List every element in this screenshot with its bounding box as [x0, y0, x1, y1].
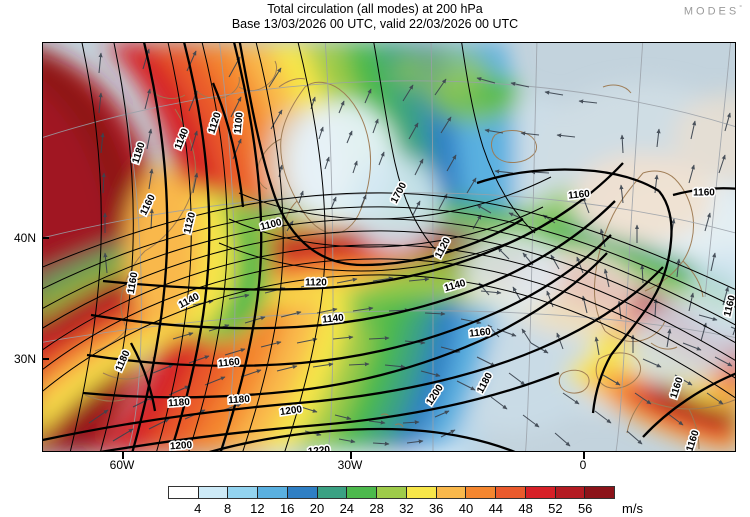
svg-text:1160: 1160 — [568, 188, 591, 201]
contour-label-14: 1160 — [693, 188, 715, 199]
contour-label-25: 1220 — [307, 444, 331, 452]
contour-label-5: 1120 — [182, 211, 198, 235]
colorbar-tick-labels: 4 8 12 16 20 24 28 32 36 40 44 48 52 56 — [0, 501, 750, 517]
svg-text:1160: 1160 — [469, 326, 492, 339]
svg-text:1160: 1160 — [126, 271, 141, 295]
colorbar-tick-44: 44 — [488, 501, 504, 516]
ytick-label-30n: 30N — [13, 352, 36, 366]
colorbar-tick-28: 28 — [369, 501, 384, 516]
ytick-label-40n: 40N — [13, 231, 36, 245]
colorbar-tick-4: 4 — [194, 501, 202, 516]
colorbar-tick-32: 32 — [399, 501, 414, 516]
brand-text: MODES — [683, 5, 740, 18]
contour-label-13: 1160 — [568, 188, 591, 201]
svg-text:1100: 1100 — [233, 111, 246, 134]
xtick-mark-30w — [350, 452, 352, 459]
colorbar-band-2 — [228, 487, 259, 498]
colorbar-tick-56: 56 — [577, 501, 593, 516]
svg-text:1140: 1140 — [322, 312, 345, 325]
ytick-mark-40n — [42, 237, 49, 239]
colorbar-tick-52: 52 — [548, 501, 563, 516]
colorbar-band-8 — [406, 487, 437, 498]
xtick-mark-60w — [122, 452, 124, 459]
contour-label-24: 1200 — [170, 440, 193, 452]
colorbar-band-5 — [317, 487, 348, 498]
xtick-label-30w: 30W — [337, 458, 363, 472]
contour-label-19: 1180 — [168, 397, 191, 410]
chart-subtitle: Base 13/03/2026 00 UTC, valid 22/03/2026… — [231, 17, 519, 31]
xtick-label-60w: 60W — [109, 458, 135, 472]
colorbar-band-13 — [555, 487, 586, 498]
colorbar-band-14 — [585, 487, 615, 498]
colorbar-tick-20: 20 — [309, 501, 325, 516]
contour-label-17: 1160 — [469, 326, 492, 339]
height-contours — [43, 43, 735, 451]
colorbar-tick-24: 24 — [339, 501, 355, 516]
colorbar-band-4 — [287, 487, 318, 498]
contour-label-20: 1180 — [228, 394, 251, 407]
colorbar-tick-16: 16 — [279, 501, 295, 516]
contour-label-16: 1140 — [322, 312, 345, 325]
colorbar-tick-36: 36 — [428, 501, 444, 516]
colorbar-band-1 — [198, 487, 229, 498]
colorbar-tick-8: 8 — [223, 501, 232, 516]
colorbar-band-9 — [436, 487, 467, 498]
contour-label-18: 1160 — [218, 356, 241, 369]
contour-label-8: 1160 — [126, 271, 141, 295]
colorbar-tick-48: 48 — [518, 501, 533, 516]
colorbar-band-0 — [169, 487, 199, 498]
colorbar-band-11 — [496, 487, 526, 498]
colorbar-tick-12: 12 — [250, 501, 265, 516]
xtick-mark-0 — [583, 452, 585, 459]
svg-text:1160: 1160 — [218, 356, 241, 369]
colorbar-band-3 — [258, 487, 288, 498]
contour-label-6: 1100 — [259, 217, 283, 233]
svg-text:1180: 1180 — [228, 394, 251, 407]
labelled-contours — [43, 43, 735, 451]
svg-text:1180: 1180 — [168, 397, 191, 410]
chart-title-block: Total circulation (all modes) at 200 hPa… — [0, 2, 750, 32]
colorbar[interactable] — [168, 486, 615, 499]
brand-mark: ° — [739, 5, 742, 12]
contour-label-3: 1100 — [233, 111, 246, 134]
contour-label-28: 1160 — [722, 294, 736, 318]
svg-text:1220: 1220 — [307, 444, 331, 452]
colorbar-band-10 — [466, 487, 497, 498]
contour-label-10: 1120 — [305, 278, 327, 289]
svg-text:1200: 1200 — [170, 440, 193, 452]
contour-label-21: 1200 — [279, 404, 303, 418]
xtick-label-0: 0 — [579, 458, 587, 472]
colorbar-band-7 — [377, 487, 407, 498]
colorbar-band-6 — [347, 487, 378, 498]
colorbar-band-12 — [525, 487, 556, 498]
modes-logo: MODES° — [684, 5, 742, 18]
colorbar-tick-40: 40 — [458, 501, 474, 516]
coastlines — [84, 60, 735, 450]
svg-text:1160: 1160 — [693, 188, 715, 199]
colorbar-unit-label: m/s — [622, 501, 643, 516]
ytick-mark-30n — [42, 358, 49, 360]
map-plot-area[interactable]: 1180 1180 1140 1140 1120 1120 1100 1100 1160 1160… — [42, 42, 736, 452]
svg-text:1120: 1120 — [305, 278, 327, 289]
page-title: Total circulation (all modes) at 200 hPa — [267, 2, 483, 16]
svg-text:1200: 1200 — [279, 404, 303, 418]
